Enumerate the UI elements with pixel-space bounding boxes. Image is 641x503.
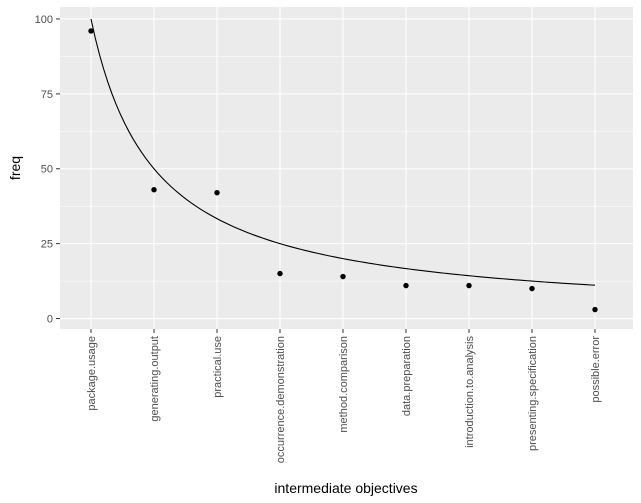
data-point: [88, 28, 94, 34]
y-tick-label: 0: [47, 314, 53, 326]
x-tick-label: generating.output: [149, 336, 161, 422]
fit-curve: [90, 18, 596, 286]
data-point: [529, 285, 535, 292]
y-tick-label: 100: [35, 14, 53, 26]
plot-panel: [60, 7, 633, 329]
data-point: [214, 190, 220, 196]
data-point: [277, 270, 283, 277]
x-axis-title: intermediate objectives: [274, 480, 417, 496]
y-axis-title: freq: [7, 156, 23, 180]
x-tick-label: presenting.specification: [527, 336, 539, 451]
data-point: [466, 282, 472, 289]
data-point: [340, 273, 346, 280]
data-point: [592, 306, 598, 313]
data-points: [88, 28, 598, 313]
x-tick-label: occurrence.demonstration: [275, 336, 287, 463]
x-tick-label: practical.use: [212, 336, 224, 398]
x-tick-label: method.comparison: [338, 336, 350, 433]
data-point: [403, 282, 409, 289]
y-axis: 0 25 50 75 100: [35, 14, 60, 326]
x-axis: package.usage generating.output practical.…: [86, 329, 602, 463]
x-tick-label: package.usage: [86, 336, 98, 411]
y-tick-label: 75: [41, 89, 53, 101]
x-tick-label: data.preparation: [401, 336, 413, 416]
y-tick-label: 25: [41, 239, 53, 251]
x-tick-label: introduction.to.analysis: [464, 336, 476, 448]
y-tick-label: 50: [41, 164, 53, 176]
data-point: [151, 187, 157, 193]
x-tick-label: possible.error: [590, 336, 602, 403]
